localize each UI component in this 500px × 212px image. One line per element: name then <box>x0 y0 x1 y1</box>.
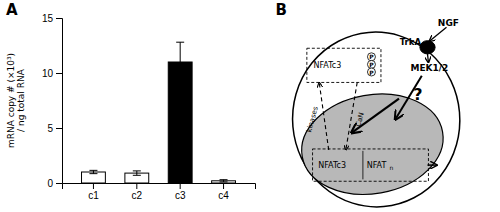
annotation: n <box>390 164 394 171</box>
chart: 0 5 10 15 c1 c2 c3 c4 mRNA copy # (×10³)/ ng tot… <box>0 0 500 212</box>
y-tick-mark <box>56 18 62 19</box>
y-tick: 5 <box>47 123 62 134</box>
annotation: NFATc3 <box>318 161 346 170</box>
annotation: NFAT <box>367 161 387 170</box>
x-tick-mark <box>180 183 181 189</box>
annotation: P <box>369 61 374 68</box>
phospho-circle <box>367 68 375 76</box>
y-tick-label: 10 <box>42 68 54 79</box>
y-tick: 15 <box>42 13 62 24</box>
annotation: TrkA <box>400 37 422 47</box>
arrow <box>429 27 446 41</box>
divider <box>362 151 363 180</box>
panel-label: B <box>276 1 287 19</box>
y-tick-label: 15 <box>42 13 54 24</box>
diagram <box>285 25 467 212</box>
y-axis-title-line: mRNA copy # (×10³) <box>6 53 16 148</box>
error-bar <box>133 171 141 175</box>
annotation: MEK1/2 <box>410 63 448 73</box>
x-axis-line <box>63 184 256 190</box>
annotation: kinases <box>305 105 320 133</box>
annotation: NFATc3 <box>314 61 342 70</box>
arrow <box>427 54 429 63</box>
y-tick: 10 <box>42 68 62 79</box>
dotted-box <box>313 149 429 181</box>
phospho-circle <box>367 53 375 61</box>
error-bar-cap <box>220 179 228 180</box>
x-tick-label: c1 <box>88 190 99 201</box>
y-axis-title: mRNA copy # (×10³)/ ng total RNA <box>6 53 26 148</box>
x-tick-label: c4 <box>218 190 229 201</box>
error-bar-cap <box>176 42 184 43</box>
arrow <box>352 99 400 133</box>
cell <box>285 25 467 212</box>
error-bar <box>89 170 97 173</box>
phospho-circle <box>367 60 375 68</box>
error-bar-cap <box>176 81 184 82</box>
x-tick: c4 <box>218 183 229 201</box>
annotations: ABNGFTrkAMEK1/2?NFATc3PPPNFATc3NFATnCaNk… <box>6 1 459 171</box>
receptor <box>420 41 435 54</box>
panel-label: A <box>6 1 18 19</box>
x-tick-label: c2 <box>132 190 143 201</box>
y-axis-line <box>56 19 63 184</box>
error-bar-stem <box>136 171 137 175</box>
x-tick-mark <box>136 183 137 189</box>
error-bar-cap <box>133 175 141 176</box>
error-bar-cap <box>220 181 228 182</box>
y-tick-mark <box>56 73 62 74</box>
nucleus <box>294 83 451 205</box>
x-tick-label: c3 <box>175 190 186 201</box>
y-tick-label: 5 <box>47 123 53 134</box>
error-bar-stem <box>180 42 181 82</box>
annotation: CaN <box>354 111 365 127</box>
arrow <box>346 82 357 149</box>
error-bar-cap <box>133 170 141 171</box>
error-bar <box>220 180 228 182</box>
error-bar-cap <box>89 173 97 174</box>
x-tick-mark <box>93 183 94 189</box>
x-tick: c1 <box>88 183 99 201</box>
y-tick-mark <box>56 128 62 129</box>
arrow <box>319 82 329 149</box>
y-tick-mark <box>56 183 62 184</box>
annotation: NGF <box>438 18 459 28</box>
annotation: P <box>369 69 374 76</box>
bar <box>82 172 106 183</box>
x-tick: c3 <box>175 183 186 201</box>
x-tick: c2 <box>132 183 143 201</box>
error-bar <box>176 42 184 82</box>
annotation: P <box>369 53 374 60</box>
x-axis: c1 c2 c3 c4 <box>63 183 256 201</box>
arrow <box>395 76 422 120</box>
y-tick: 0 <box>47 178 62 189</box>
plot-area <box>82 42 236 183</box>
y-axis-title-line: / ng total RNA <box>16 68 26 132</box>
y-tick-label: 0 <box>47 178 53 189</box>
dotted-box <box>307 48 381 82</box>
annotation: ? <box>413 85 422 104</box>
error-bar-cap <box>89 170 97 171</box>
arrow <box>428 164 438 166</box>
x-tick-mark <box>223 183 224 189</box>
y-axis: 0 5 10 15 <box>42 13 63 189</box>
